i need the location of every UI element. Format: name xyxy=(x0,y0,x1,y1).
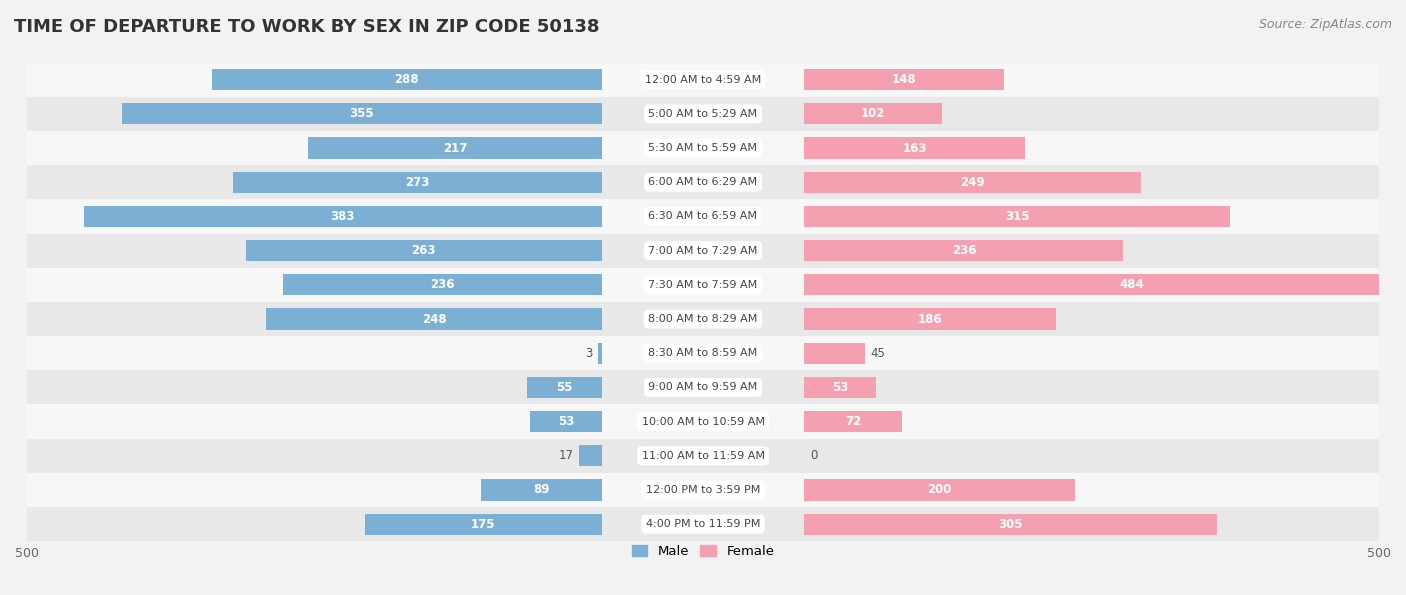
Bar xyxy=(27,131,1379,165)
Text: 9:00 AM to 9:59 AM: 9:00 AM to 9:59 AM xyxy=(648,383,758,393)
Bar xyxy=(27,234,1379,268)
Text: 383: 383 xyxy=(330,210,354,223)
Text: 3: 3 xyxy=(585,347,592,360)
Text: 72: 72 xyxy=(845,415,862,428)
Bar xyxy=(27,439,1379,473)
Bar xyxy=(804,206,1230,227)
Bar xyxy=(27,302,1379,336)
Text: 6:30 AM to 6:59 AM: 6:30 AM to 6:59 AM xyxy=(648,211,758,221)
Bar xyxy=(530,411,602,432)
Legend: Male, Female: Male, Female xyxy=(626,540,780,563)
Text: 7:00 AM to 7:29 AM: 7:00 AM to 7:29 AM xyxy=(648,246,758,256)
Text: 355: 355 xyxy=(349,107,374,120)
Text: 236: 236 xyxy=(952,244,976,257)
Bar xyxy=(84,206,602,227)
Text: 17: 17 xyxy=(558,449,574,462)
Text: 12:00 PM to 3:59 PM: 12:00 PM to 3:59 PM xyxy=(645,485,761,495)
Text: 10:00 AM to 10:59 AM: 10:00 AM to 10:59 AM xyxy=(641,416,765,427)
Text: 200: 200 xyxy=(928,484,952,496)
Bar xyxy=(579,445,602,466)
Text: 175: 175 xyxy=(471,518,495,531)
Bar xyxy=(27,336,1379,370)
Text: 45: 45 xyxy=(870,347,886,360)
Bar xyxy=(804,172,1142,193)
Text: 12:00 AM to 4:59 AM: 12:00 AM to 4:59 AM xyxy=(645,75,761,84)
Bar xyxy=(366,513,602,535)
Bar xyxy=(598,343,602,364)
Bar xyxy=(527,377,602,398)
Text: 102: 102 xyxy=(860,107,886,120)
Bar xyxy=(804,343,865,364)
Bar xyxy=(27,507,1379,541)
Text: 248: 248 xyxy=(422,312,446,325)
Text: 53: 53 xyxy=(558,415,574,428)
Bar xyxy=(308,137,602,159)
Bar xyxy=(27,165,1379,199)
Bar xyxy=(27,370,1379,405)
Bar xyxy=(804,411,901,432)
Bar xyxy=(804,377,876,398)
Text: Source: ZipAtlas.com: Source: ZipAtlas.com xyxy=(1258,18,1392,31)
Text: 4:00 PM to 11:59 PM: 4:00 PM to 11:59 PM xyxy=(645,519,761,529)
Bar xyxy=(27,405,1379,439)
Text: 484: 484 xyxy=(1119,278,1144,292)
Bar xyxy=(27,473,1379,507)
Text: 5:00 AM to 5:29 AM: 5:00 AM to 5:29 AM xyxy=(648,109,758,119)
Text: 5:30 AM to 5:59 AM: 5:30 AM to 5:59 AM xyxy=(648,143,758,153)
Bar xyxy=(804,69,1004,90)
Text: 288: 288 xyxy=(395,73,419,86)
Bar xyxy=(804,137,1025,159)
Text: 55: 55 xyxy=(557,381,572,394)
Bar xyxy=(283,274,602,296)
Text: 273: 273 xyxy=(405,176,429,189)
Bar xyxy=(804,274,1406,296)
Text: 315: 315 xyxy=(1005,210,1029,223)
Text: 163: 163 xyxy=(903,142,927,155)
Bar xyxy=(27,199,1379,234)
Bar xyxy=(212,69,602,90)
Text: 305: 305 xyxy=(998,518,1022,531)
Text: 186: 186 xyxy=(918,312,942,325)
Text: 53: 53 xyxy=(832,381,848,394)
Bar xyxy=(27,62,1379,97)
Text: 6:00 AM to 6:29 AM: 6:00 AM to 6:29 AM xyxy=(648,177,758,187)
Text: 8:30 AM to 8:59 AM: 8:30 AM to 8:59 AM xyxy=(648,348,758,358)
Bar xyxy=(804,240,1123,261)
Text: 11:00 AM to 11:59 AM: 11:00 AM to 11:59 AM xyxy=(641,451,765,461)
Bar xyxy=(232,172,602,193)
Text: TIME OF DEPARTURE TO WORK BY SEX IN ZIP CODE 50138: TIME OF DEPARTURE TO WORK BY SEX IN ZIP … xyxy=(14,18,599,36)
Bar xyxy=(481,480,602,500)
Text: 89: 89 xyxy=(533,484,550,496)
Text: 7:30 AM to 7:59 AM: 7:30 AM to 7:59 AM xyxy=(648,280,758,290)
Text: 8:00 AM to 8:29 AM: 8:00 AM to 8:29 AM xyxy=(648,314,758,324)
Bar xyxy=(804,480,1074,500)
Bar xyxy=(804,308,1056,330)
Bar xyxy=(27,268,1379,302)
Bar xyxy=(27,97,1379,131)
Text: 249: 249 xyxy=(960,176,986,189)
Text: 236: 236 xyxy=(430,278,454,292)
Text: 263: 263 xyxy=(412,244,436,257)
Bar xyxy=(246,240,602,261)
Text: 0: 0 xyxy=(810,449,817,462)
Bar xyxy=(804,104,942,124)
Text: 148: 148 xyxy=(893,73,917,86)
Bar xyxy=(122,104,602,124)
Text: 217: 217 xyxy=(443,142,467,155)
Bar xyxy=(266,308,602,330)
Bar xyxy=(804,513,1216,535)
